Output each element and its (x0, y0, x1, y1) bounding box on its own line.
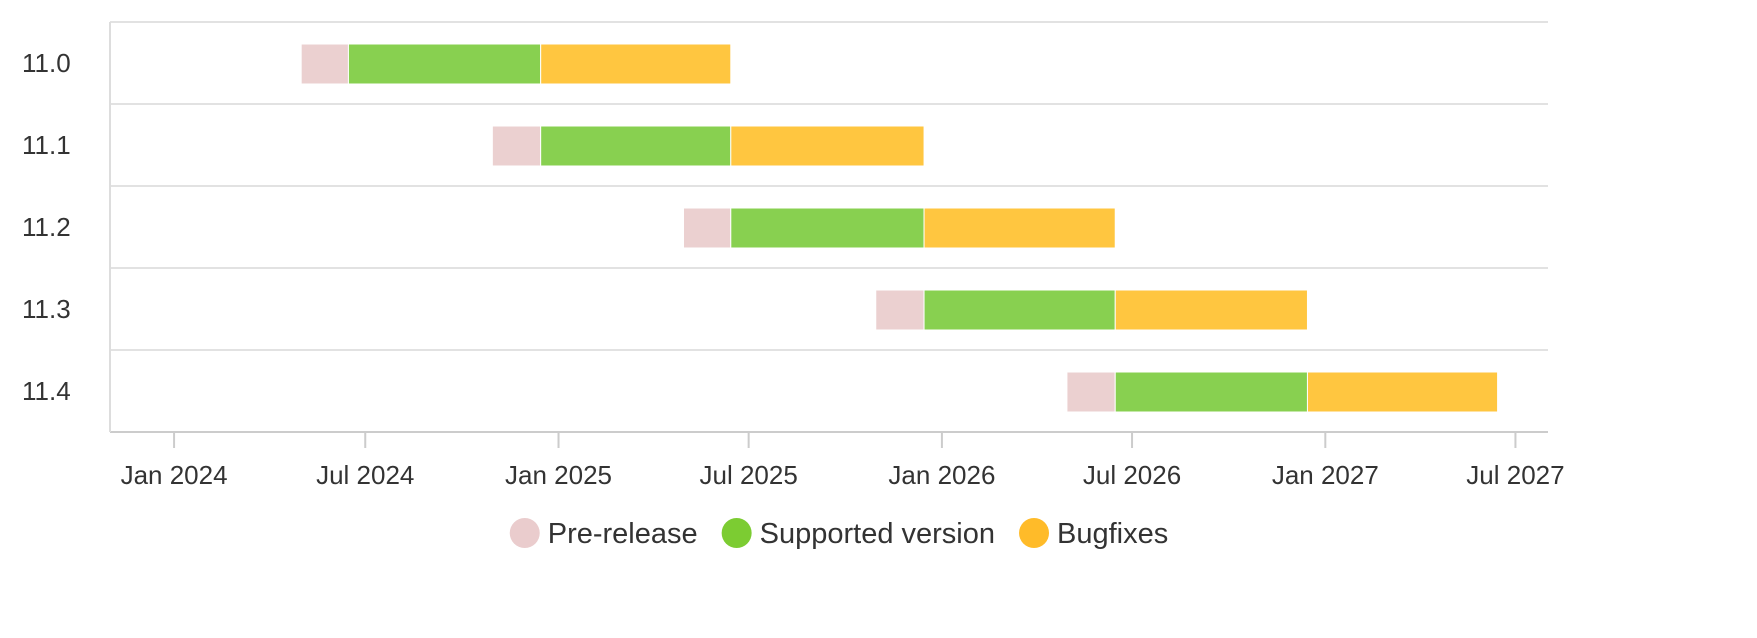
legend-marker (721, 518, 752, 548)
bar-supported-version-11-3[interactable] (923, 289, 1116, 331)
legend-marker (509, 518, 540, 548)
legend: Pre-release Supported version Bugfixes (509, 518, 1168, 550)
bar-pre-release-11-3[interactable] (875, 289, 925, 331)
x-tick-label: Jan 2026 (888, 460, 995, 490)
legend-item-bugfixes[interactable]: Bugfixes (1019, 518, 1168, 550)
legend-item-supported-version[interactable]: Supported version (721, 518, 995, 550)
bar-supported-version-11-1[interactable] (540, 125, 732, 167)
category-label: 11.3 (22, 294, 71, 324)
category-label: 11.4 (22, 376, 71, 406)
bar-pre-release-11-0[interactable] (300, 43, 349, 85)
bars-layer (300, 43, 1499, 413)
category-label: 11.2 (22, 212, 71, 242)
legend-label: Pre-release (548, 518, 698, 550)
category-label: 11.0 (22, 48, 71, 78)
x-tick-label: Jul 2025 (699, 460, 797, 490)
y-axis: 11.0 11.1 11.2 11.3 11.4 (22, 48, 71, 406)
bar-bugfixes-11-0[interactable] (540, 43, 732, 85)
x-tick-label: Jul 2027 (1466, 460, 1564, 490)
x-tick-label: Jan 2025 (505, 460, 612, 490)
legend-label: Supported version (760, 518, 995, 550)
bar-pre-release-11-4[interactable] (1066, 371, 1116, 413)
x-tick-label: Jan 2027 (1272, 460, 1379, 490)
bar-pre-release-11-2[interactable] (683, 207, 732, 249)
bar-supported-version-11-2[interactable] (730, 207, 925, 249)
bar-supported-version-11-0[interactable] (347, 43, 542, 85)
category-label: 11.1 (22, 130, 71, 160)
bar-bugfixes-11-4[interactable] (1306, 371, 1499, 413)
bar-bugfixes-11-2[interactable] (923, 207, 1116, 249)
x-tick-label: Jul 2026 (1083, 460, 1181, 490)
grid-layer (109, 21, 1548, 433)
x-tick-label: Jul 2024 (316, 460, 414, 490)
x-tick-label: Jan 2024 (121, 460, 228, 490)
legend-item-pre-release[interactable]: Pre-release (509, 518, 698, 550)
legend-marker (1019, 518, 1050, 548)
legend-label: Bugfixes (1057, 518, 1168, 550)
bar-supported-version-11-4[interactable] (1114, 371, 1308, 413)
bar-bugfixes-11-1[interactable] (730, 125, 925, 167)
bar-bugfixes-11-3[interactable] (1114, 289, 1308, 331)
x-axis: Jan 2024 Jul 2024 Jan 2025 Jul 2025 Jan 2026… (121, 432, 1565, 490)
bar-pre-release-11-1[interactable] (491, 125, 542, 167)
